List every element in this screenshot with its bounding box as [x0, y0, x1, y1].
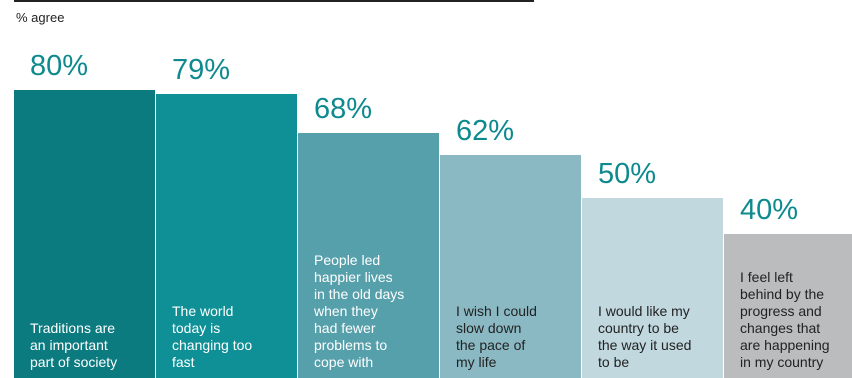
top-rule — [14, 0, 534, 2]
category-label-3: People led happier lives in the old days… — [314, 252, 405, 370]
category-label-4: I wish I could slow down the pace of my … — [456, 303, 537, 370]
category-label-6: I feel left behind by the progress and c… — [740, 269, 830, 370]
bar-1 — [14, 90, 155, 378]
value-label-2: 79% — [172, 53, 231, 86]
value-label-3: 68% — [314, 93, 373, 126]
value-label-6: 40% — [740, 194, 799, 226]
bar-3 — [298, 133, 439, 378]
bar-4 — [440, 154, 581, 378]
category-label-5: I would like my country to be the way it… — [598, 303, 692, 370]
bar-6 — [724, 234, 852, 378]
value-label-4: 62% — [456, 114, 515, 147]
y-axis-label: % agree — [16, 10, 65, 25]
bar-5 — [582, 198, 723, 378]
category-label-1: Traditions are an important part of soci… — [30, 320, 118, 370]
bar-2 — [156, 93, 297, 378]
category-label-2: The world today is changing too fast — [172, 303, 253, 370]
value-label-5: 50% — [598, 158, 657, 190]
value-label-1: 80% — [30, 50, 89, 82]
